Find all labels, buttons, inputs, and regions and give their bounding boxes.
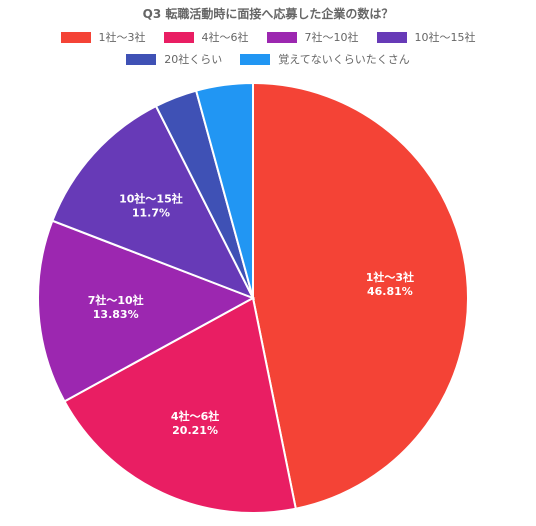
slice-category-label: 10社〜15社 xyxy=(119,192,183,206)
legend-swatch xyxy=(240,53,271,65)
pie-slice[interactable] xyxy=(51,104,256,300)
legend: 1社〜3社 4社〜6社 7社〜10社 10社〜15社 20社くらい 覚えてないくらいたくさ… xyxy=(10,30,526,66)
pie-slice[interactable] xyxy=(252,81,469,510)
legend-item[interactable]: 20社くらい xyxy=(126,52,222,66)
legend-item[interactable]: 覚えてないくらいたくさん xyxy=(240,52,410,66)
legend-item[interactable]: 7社〜10社 xyxy=(266,30,359,44)
slice-value-label: 13.83% xyxy=(93,308,139,321)
legend-swatch xyxy=(376,31,407,43)
pie-slice[interactable] xyxy=(63,296,297,514)
pie-slice[interactable] xyxy=(194,81,254,299)
slice-value-label: 11.7% xyxy=(132,207,170,220)
legend-label: 7社〜10社 xyxy=(304,31,359,44)
slice-value-label: 46.81% xyxy=(367,285,413,298)
legend-label: 1社〜3社 xyxy=(98,31,146,44)
legend-swatch xyxy=(126,53,157,65)
slice-category-label: 1社〜3社 xyxy=(366,270,414,284)
slice-value-label: 20.21% xyxy=(172,424,218,437)
pie-slices xyxy=(37,81,469,514)
legend-swatch xyxy=(163,31,194,43)
legend-swatch xyxy=(60,31,91,43)
pie-slice[interactable] xyxy=(37,219,256,403)
legend-swatch xyxy=(266,31,297,43)
legend-label: 10社〜15社 xyxy=(414,31,476,44)
legend-label: 20社くらい xyxy=(164,53,223,66)
chart-title: Q3 転職活動時に面接へ応募した企業の数は？ xyxy=(142,7,394,21)
legend-label: 覚えてないくらいたくさん xyxy=(278,53,410,66)
slice-category-label: 4社〜6社 xyxy=(171,409,219,423)
legend-item[interactable]: 1社〜3社 xyxy=(60,30,146,44)
legend-item[interactable]: 10社〜15社 xyxy=(376,30,476,44)
slice-category-label: 7社〜10社 xyxy=(88,293,144,307)
legend-label: 4社〜6社 xyxy=(201,31,249,44)
legend-item[interactable]: 4社〜6社 xyxy=(163,30,249,44)
